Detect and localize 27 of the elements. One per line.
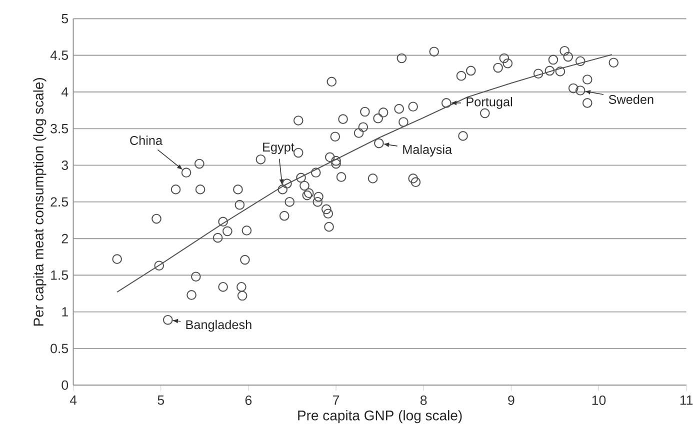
x-tick-label: 11 [680, 396, 693, 405]
y-tick-label: 4 [61, 87, 68, 97]
x-tick-label: 10 [592, 396, 606, 406]
y-tick-label: 4.5 [50, 50, 68, 60]
y-tick-label: 0.5 [50, 344, 68, 354]
y-tick-label: 5 [62, 14, 68, 24]
y-tick-label: 0 [62, 380, 68, 390]
annotation: Bangladesh [186, 320, 252, 332]
x-tick-label: 8 [420, 396, 427, 406]
x-tick-label: 5 [158, 396, 164, 405]
annotation: Malaysia [403, 144, 452, 157]
y-tick-label: 2.5 [50, 197, 68, 207]
annotation: Portugal [466, 97, 512, 109]
x-tick-label: 7 [333, 396, 340, 405]
y-tick-label: 2 [62, 234, 68, 244]
x-tick-label: 6 [245, 396, 252, 406]
y-tick-label: 3.5 [50, 124, 68, 134]
y-axis-title: Per capita meat consumption (log scale) [33, 78, 46, 326]
annotation: China [130, 136, 163, 146]
y-tick-label: 1.5 [51, 270, 68, 280]
y-tick-label: 1 [62, 307, 68, 317]
y-tick-label: 3 [62, 160, 68, 170]
x-tick-label: 9 [508, 396, 514, 406]
x-tick-label: 4 [70, 396, 77, 405]
annotation: Sweden [608, 94, 654, 104]
annotation: Egypt [263, 142, 294, 154]
x-axis-title: Pre capita GNP (log scale) [298, 410, 462, 424]
